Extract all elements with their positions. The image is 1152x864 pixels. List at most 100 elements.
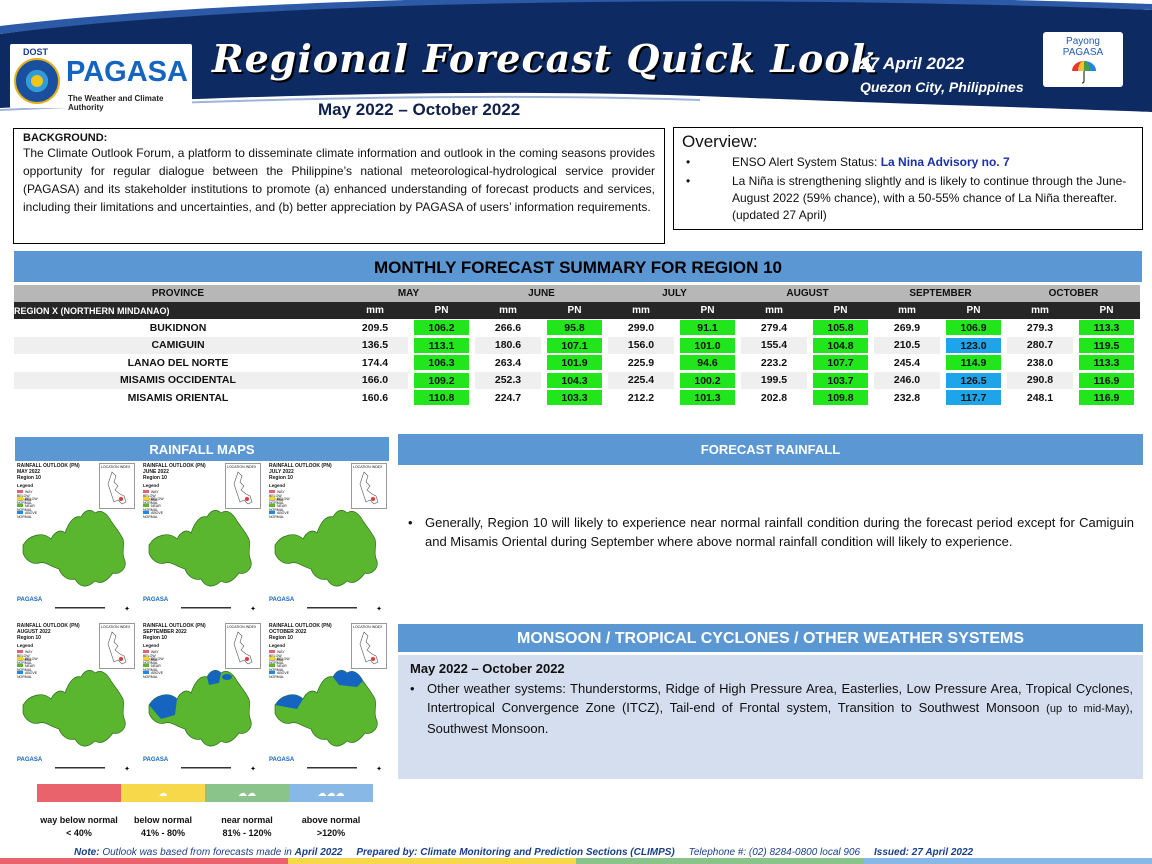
rainfall-mm: 238.0 bbox=[1026, 356, 1054, 369]
mm-header: mm bbox=[342, 302, 408, 319]
map-legend-title: Legend bbox=[269, 643, 286, 648]
legend-segment: ☁☁☁ bbox=[289, 784, 373, 802]
location-inset-label: LOCATION INDEX bbox=[227, 625, 257, 629]
camiguin-shape bbox=[348, 514, 358, 520]
percent-normal-value: 116.9 bbox=[1079, 390, 1134, 406]
map-pagasa-logo: PAGASA bbox=[143, 597, 169, 603]
percent-normal-cell: 107.1 bbox=[541, 337, 608, 355]
monsoon-body: May 2022 – October 2022 • Other weather … bbox=[398, 655, 1143, 779]
bullet-icon: • bbox=[686, 155, 691, 169]
percent-normal-cell: 94.6 bbox=[674, 354, 741, 372]
percent-normal-cell: 104.3 bbox=[541, 372, 608, 390]
map-legend-swatch bbox=[143, 657, 149, 660]
map-legend-label: ABOVE NORMAL bbox=[269, 511, 290, 519]
forecast-table: PROVINCE MAY JUNE JULY AUGUST SEPTEMBER OCTOB… bbox=[14, 285, 1140, 407]
forecast-period: May 2022 – October 2022 bbox=[318, 100, 521, 119]
map-legend-swatch bbox=[17, 504, 23, 507]
region-10-map: ✦ bbox=[148, 510, 256, 613]
forecast-rainfall-title: FORECAST RAINFALL bbox=[398, 434, 1143, 465]
map-legend-label: NEAR NORMAL bbox=[143, 504, 161, 512]
percent-normal-cell: 104.8 bbox=[807, 337, 874, 355]
map-legend-item: ABOVE NORMAL bbox=[17, 511, 45, 519]
percent-normal-cell: 101.0 bbox=[674, 337, 741, 355]
percent-normal-cell: 100.2 bbox=[674, 372, 741, 390]
legend-label: way below normal < 40% bbox=[34, 814, 124, 840]
map-legend-item: WAY BELOW NORMAL bbox=[143, 490, 171, 502]
map-legend-title: Legend bbox=[143, 483, 160, 488]
compass-icon: ✦ bbox=[124, 605, 130, 613]
percent-normal-value: 117.7 bbox=[946, 390, 1001, 406]
rainfall-maps-title: RAINFALL MAPS bbox=[15, 437, 389, 461]
overview-item-la-nina: • La Niña is strengthening slightly and … bbox=[682, 173, 1134, 224]
compass-icon: ✦ bbox=[250, 605, 256, 613]
table-row: CAMIGUIN 136.5 113.1 180.6 107.1 156.0 101.0 15… bbox=[14, 336, 1140, 355]
issue-date: 27 April 2022 bbox=[860, 54, 965, 73]
percent-normal-value: 104.3 bbox=[547, 372, 602, 388]
map-legend-item: BELOW NORMAL bbox=[269, 657, 297, 665]
percent-normal-value: 100.2 bbox=[680, 372, 735, 388]
map-title: RAINFALL OUTLOOK (PN) AUGUST 2022 Region… bbox=[17, 623, 80, 641]
percent-normal-value: 126.5 bbox=[946, 372, 1001, 388]
logo-tagline: The Weather and Climate Authority bbox=[68, 94, 164, 112]
location-inset-map: LOCATION INDEX bbox=[99, 463, 135, 509]
percent-normal-cell: 106.9 bbox=[940, 319, 1007, 337]
philippines-inset-icon bbox=[359, 631, 379, 665]
rainfall-mm: 246.0 bbox=[874, 371, 940, 389]
cloud-icon: ☁☁☁ bbox=[317, 788, 345, 798]
month-header: MAY bbox=[342, 285, 475, 302]
footer: Note: Outlook was based from forecasts m… bbox=[0, 845, 1152, 864]
rainfall-mm: 174.4 bbox=[361, 356, 389, 369]
rainfall-mm: 266.6 bbox=[494, 321, 522, 334]
forecast-rainfall-body: Generally, Region 10 will likely to expe… bbox=[425, 515, 1134, 549]
percent-normal-value: 101.9 bbox=[547, 355, 602, 371]
percent-normal-value: 106.2 bbox=[414, 320, 469, 336]
footer-line: Note: Outlook was based from forecasts m… bbox=[74, 847, 973, 858]
region-shape bbox=[22, 670, 126, 747]
legend-range: 41% - 80% bbox=[140, 828, 186, 838]
monsoon-title: MONSOON / TROPICAL CYCLONES / OTHER WEAT… bbox=[398, 624, 1143, 652]
compass-icon: ✦ bbox=[250, 765, 256, 773]
table-header-months: PROVINCE MAY JUNE JULY AUGUST SEPTEMBER OCTOB… bbox=[14, 285, 1140, 302]
map-legend-item: BELOW NORMAL bbox=[17, 497, 45, 505]
percent-normal-cell: 114.9 bbox=[940, 354, 1007, 372]
percent-normal-cell: 101.9 bbox=[541, 354, 608, 372]
overview-item-enso: • ENSO Alert System Status: La Nina Advi… bbox=[682, 154, 1134, 171]
percent-normal-cell: 106.3 bbox=[408, 354, 475, 372]
map-legend-item: WAY BELOW NORMAL bbox=[17, 650, 45, 662]
camiguin-shape bbox=[222, 514, 232, 520]
map-legend-swatch bbox=[143, 671, 149, 674]
percent-normal-value: 103.3 bbox=[547, 390, 602, 406]
region-shape bbox=[148, 510, 252, 587]
region-shape bbox=[274, 510, 378, 587]
map-pagasa-logo: PAGASA bbox=[269, 597, 295, 603]
percent-normal-value: 114.9 bbox=[946, 355, 1001, 371]
percent-normal-cell: 119.5 bbox=[1073, 337, 1140, 355]
percent-normal-value: 107.1 bbox=[547, 337, 602, 353]
map-legend-swatch bbox=[269, 490, 275, 493]
map-pagasa-logo: PAGASA bbox=[269, 757, 295, 763]
scale-bar bbox=[55, 607, 105, 609]
location-inset-map: LOCATION INDEX bbox=[225, 463, 261, 509]
month-header: AUGUST bbox=[741, 285, 874, 302]
map-legend-swatch bbox=[269, 657, 275, 660]
map-title: RAINFALL OUTLOOK (PN) MAY 2022 Region 10 bbox=[17, 463, 80, 481]
rainfall-map: RAINFALL OUTLOOK (PN) AUGUST 2022 Region… bbox=[15, 621, 138, 778]
map-legend-swatch bbox=[17, 650, 23, 653]
province-name: CAMIGUIN bbox=[14, 336, 342, 354]
map-legend-label: BELOW NORMAL bbox=[17, 497, 38, 505]
map-legend-label: WAY BELOW NORMAL bbox=[143, 650, 159, 662]
location-inset-map: LOCATION INDEX bbox=[351, 463, 387, 509]
rainfall-mm: 269.9 bbox=[893, 321, 921, 334]
map-title: RAINFALL OUTLOOK (PN) JUNE 2022 Region 1… bbox=[143, 463, 206, 481]
map-legend-label: NEAR NORMAL bbox=[17, 664, 35, 672]
percent-normal-cell: 113.3 bbox=[1073, 354, 1140, 372]
telephone: Telephone #: (02) 8284-0800 local 906 bbox=[688, 847, 861, 858]
map-legend-item: NEAR NORMAL bbox=[17, 664, 45, 672]
map-legend-swatch bbox=[143, 650, 149, 653]
cloud-icon: ☁ bbox=[158, 788, 168, 798]
percent-normal-cell: 103.3 bbox=[541, 389, 608, 407]
rainfall-mm: 248.1 bbox=[1026, 391, 1054, 404]
percent-normal-cell: 117.7 bbox=[940, 389, 1007, 407]
province-name: MISAMIS ORIENTAL bbox=[127, 391, 229, 404]
map-legend-item: NEAR NORMAL bbox=[269, 504, 297, 512]
